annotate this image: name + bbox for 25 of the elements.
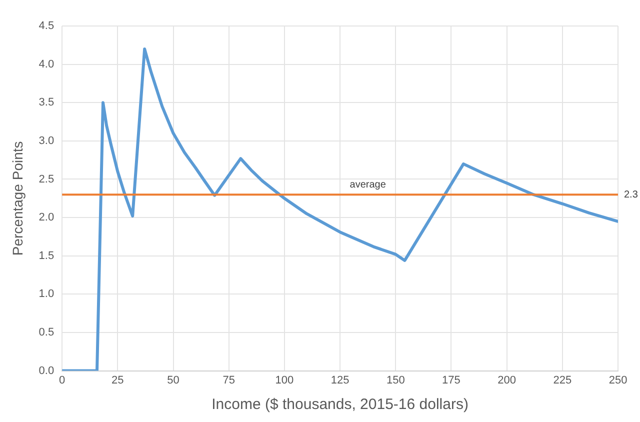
x-tick-label: 0 xyxy=(59,374,66,386)
y-tick-label: 0.5 xyxy=(38,326,54,339)
x-tick-label: 125 xyxy=(330,374,350,386)
y-tick-label: 2.5 xyxy=(38,173,54,186)
y-tick-label: 0.0 xyxy=(38,364,54,377)
y-tick-label: 4.5 xyxy=(38,20,54,32)
y-tick-label: 1.0 xyxy=(38,288,54,300)
x-tick-label: 250 xyxy=(608,374,628,386)
ref-line-label: average xyxy=(350,179,386,190)
y-tick-label: 3.0 xyxy=(38,134,54,147)
annotation: 2.3 xyxy=(624,189,638,200)
x-tick-label: 50 xyxy=(167,374,180,386)
x-tick-label: 175 xyxy=(442,374,460,386)
x-tick-label: 100 xyxy=(275,374,294,386)
x-tick-label: 225 xyxy=(553,374,572,386)
y-tick-label: 4.0 xyxy=(38,58,54,70)
x-tick-label: 150 xyxy=(386,374,405,386)
x-tick-label: 75 xyxy=(222,374,235,386)
y-axis-title: Percentage Points xyxy=(9,141,26,256)
x-tick-label: 200 xyxy=(498,374,516,386)
x-tick-label: 25 xyxy=(112,374,124,386)
x-axis-title: Income ($ thousands, 2015-16 dollars) xyxy=(212,396,468,414)
y-tick-label: 3.5 xyxy=(38,96,54,109)
y-tick-label: 1.5 xyxy=(38,250,54,262)
y-tick-label: 2.0 xyxy=(38,212,54,224)
